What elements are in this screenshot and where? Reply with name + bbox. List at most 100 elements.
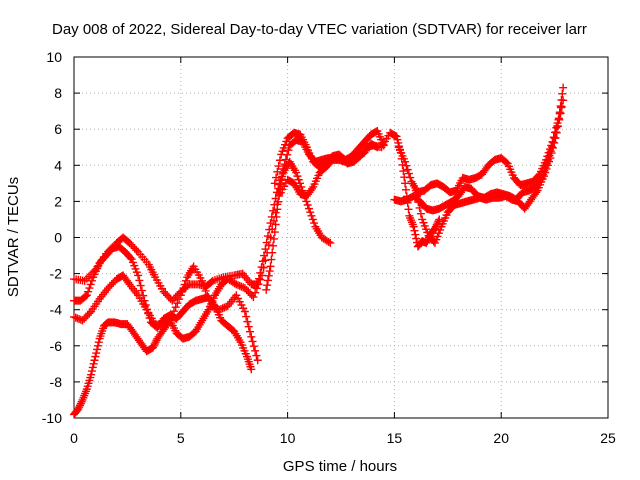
data-point bbox=[76, 315, 85, 324]
data-point bbox=[279, 164, 288, 173]
data-point bbox=[430, 224, 439, 233]
data-point bbox=[201, 286, 210, 295]
data-point bbox=[532, 188, 541, 197]
data-point bbox=[168, 296, 177, 305]
data-point bbox=[281, 155, 290, 164]
data-point bbox=[264, 271, 273, 280]
data-point bbox=[275, 185, 284, 194]
data-point bbox=[75, 403, 84, 412]
data-point bbox=[263, 276, 272, 285]
data-point bbox=[81, 312, 90, 321]
data-point bbox=[276, 180, 285, 189]
data-point bbox=[273, 167, 282, 176]
data-point bbox=[75, 401, 84, 410]
data-point bbox=[406, 173, 415, 182]
series-9 bbox=[411, 96, 568, 247]
data-point bbox=[92, 349, 101, 358]
data-point bbox=[414, 198, 423, 207]
data-point bbox=[181, 276, 190, 285]
data-point bbox=[78, 316, 87, 325]
data-point bbox=[306, 208, 315, 217]
y-tick-label: -8 bbox=[50, 374, 63, 390]
y-tick-label: 6 bbox=[54, 121, 62, 137]
data-point bbox=[284, 146, 293, 155]
y-tick-label: -2 bbox=[50, 266, 63, 282]
data-point bbox=[401, 157, 410, 166]
data-point bbox=[207, 277, 216, 286]
data-point bbox=[127, 240, 136, 249]
series-6 bbox=[270, 127, 388, 188]
x-tick-label: 0 bbox=[70, 430, 78, 446]
data-point bbox=[107, 280, 116, 289]
data-point bbox=[292, 168, 301, 177]
data-point bbox=[277, 175, 286, 184]
data-point bbox=[247, 365, 256, 374]
data-point bbox=[404, 205, 413, 214]
data-point bbox=[237, 282, 246, 291]
y-tick-label: 8 bbox=[54, 85, 62, 101]
y-tick-label: -4 bbox=[50, 302, 63, 318]
data-point bbox=[89, 359, 98, 368]
data-point bbox=[135, 276, 144, 285]
data-point bbox=[130, 244, 139, 253]
axis-ticks: 0 5 10 15 20 25 -10 -8 -6 -4 -2 0 2 4 6 8 10 bbox=[42, 49, 616, 446]
data-point bbox=[173, 299, 182, 308]
x-axis-label: GPS time / hours bbox=[283, 458, 397, 475]
data-point bbox=[541, 168, 550, 177]
data-point bbox=[163, 291, 172, 300]
data-point bbox=[74, 404, 83, 413]
data-point bbox=[275, 190, 284, 199]
data-point bbox=[548, 143, 557, 152]
data-point bbox=[159, 287, 168, 296]
data-point bbox=[399, 167, 408, 176]
y-tick-label: 0 bbox=[54, 230, 62, 246]
data-point bbox=[554, 122, 563, 131]
data-point bbox=[409, 222, 418, 231]
data-point bbox=[273, 205, 282, 214]
data-point bbox=[178, 287, 187, 296]
data-point bbox=[308, 215, 317, 224]
y-tick-label: 2 bbox=[54, 193, 62, 209]
data-point bbox=[94, 338, 103, 347]
data-point bbox=[267, 255, 276, 264]
data-point bbox=[550, 138, 559, 147]
data-point bbox=[259, 263, 268, 272]
data-point bbox=[85, 284, 94, 293]
data-point bbox=[141, 301, 150, 310]
data-point bbox=[254, 280, 263, 289]
data-point bbox=[87, 276, 96, 285]
data-point bbox=[539, 172, 548, 181]
data-point bbox=[73, 314, 82, 323]
data-point bbox=[326, 238, 335, 247]
data-point bbox=[411, 186, 420, 195]
data-point bbox=[546, 154, 555, 163]
data-point bbox=[246, 289, 255, 298]
data-point bbox=[234, 281, 243, 290]
data-point bbox=[294, 175, 303, 184]
data-point bbox=[164, 293, 173, 302]
data-point bbox=[271, 220, 280, 229]
series-1 bbox=[70, 157, 335, 305]
x-tick-label: 20 bbox=[493, 430, 509, 446]
data-point bbox=[403, 165, 412, 174]
y-tick-label: -6 bbox=[50, 338, 63, 354]
data-point bbox=[559, 96, 568, 105]
data-point bbox=[80, 314, 89, 323]
data-point bbox=[176, 291, 185, 300]
data-point bbox=[132, 246, 141, 255]
data-point bbox=[257, 271, 266, 280]
data-point bbox=[307, 184, 316, 193]
data-point bbox=[136, 281, 145, 290]
y-tick-label: 4 bbox=[54, 157, 62, 173]
data-point bbox=[144, 309, 153, 318]
data-point bbox=[557, 102, 566, 111]
data-point bbox=[542, 164, 551, 173]
data-point bbox=[274, 162, 283, 171]
data-point bbox=[83, 311, 92, 320]
data-point bbox=[137, 286, 146, 295]
data-point bbox=[266, 233, 275, 242]
data-point bbox=[128, 242, 137, 251]
data-point bbox=[269, 234, 278, 243]
data-point bbox=[547, 149, 556, 158]
